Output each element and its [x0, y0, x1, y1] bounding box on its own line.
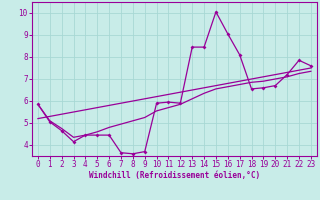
X-axis label: Windchill (Refroidissement éolien,°C): Windchill (Refroidissement éolien,°C)	[89, 171, 260, 180]
